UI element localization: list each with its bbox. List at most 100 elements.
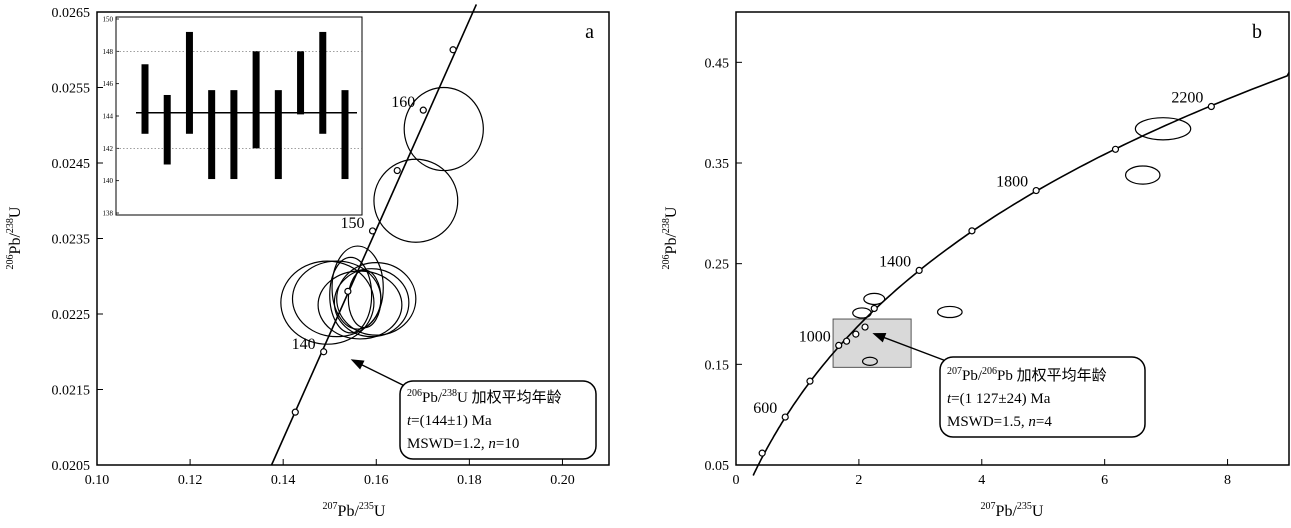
panel-b-concordia-age-label: 1400 <box>879 253 911 270</box>
panel-b-concordia-age-label: 600 <box>753 400 777 417</box>
panel-a-ann-t: t <box>407 413 412 429</box>
panel-a-concordia-age-label: 140 <box>292 336 316 353</box>
inset-y-ticks: 138 140 142 144 146 148 150 <box>103 16 119 218</box>
panel-a-concordia-marker <box>368 227 377 235</box>
panel-b-y-tick-label: 0.35 <box>705 157 730 172</box>
panel-a-concordia-age-markers: 140 150 160 <box>291 46 457 416</box>
panel-a-x-ticks: 0.10 0.12 0.14 0.16 0.18 0.20 <box>85 459 575 488</box>
panel-b-ylabel-sup1: 206 <box>661 254 672 269</box>
panel-b-concordia-marker <box>842 337 851 345</box>
panel-b-ann-t: t <box>947 391 952 407</box>
panel-b-error-ellipse <box>936 305 963 319</box>
panel-a-concordia-marker <box>344 287 352 295</box>
panel-b-xlabel-base1: Pb/ <box>996 503 1018 520</box>
inset-y-tick-label: 150 <box>103 16 114 24</box>
panel-b-concordia-age-label: 1800 <box>996 174 1028 191</box>
panel-a-ylabel-base1: Pb/ <box>7 233 24 255</box>
panel-b-x-ticks: 0 2 4 6 8 <box>733 459 1231 488</box>
panel-b-ann-base1: Pb/ <box>962 368 983 384</box>
panel-a-error-ellipse <box>331 245 384 330</box>
inset-y-tick-label: 146 <box>103 80 114 88</box>
panel-b-ann-n-value: =4 <box>1036 414 1052 430</box>
panel-b-ann-age: =(1 127±24) Ma <box>951 391 1051 407</box>
panel-a-error-ellipse <box>403 86 484 172</box>
panel-b-concordia-marker <box>1207 102 1215 111</box>
panel-a-x-axis-label: 207Pb/235U <box>323 501 386 520</box>
inset-y-tick-label: 148 <box>103 48 114 56</box>
panel-a-ann-base1: Pb/ <box>422 390 443 406</box>
panel-a-x-tick-label: 0.20 <box>550 473 575 488</box>
panel-b-concordia-marker <box>835 341 843 350</box>
panel-b-frame <box>735 11 1290 466</box>
panel-a-ann-sup1: 206 <box>407 388 422 399</box>
panel-a-y-tick-label: 0.0225 <box>52 308 91 323</box>
panel-a-error-ellipses <box>280 86 484 345</box>
panel-b-callout-line3: MSWD=1.5, n=4 <box>947 414 1052 430</box>
panel-b-x-tick-label: 0 <box>733 473 740 488</box>
panel-b-ann-sup1: 207 <box>947 366 962 377</box>
panel-a-error-ellipse <box>329 256 373 334</box>
panel-b-concordia-marker <box>758 449 766 457</box>
panel-a-x-tick-label: 0.12 <box>178 473 203 488</box>
panel-b-concordia-marker <box>1111 145 1120 153</box>
inset-age-bar <box>297 51 305 115</box>
panel-a-ylabel-sup2: 238 <box>5 218 16 233</box>
panel-a-ylabel-base2: U <box>7 206 24 218</box>
inset-age-bar <box>185 31 193 134</box>
panel-b-concordia-marker <box>806 377 814 385</box>
panel-b-concordia-marker <box>781 413 789 421</box>
panel-a-error-ellipse <box>333 268 410 338</box>
panel-a-y-tick-label: 0.0245 <box>52 157 91 172</box>
panel-b-xlabel-base2: U <box>1032 503 1044 520</box>
panel-b-concordia-marker <box>861 323 869 331</box>
panel-a-x-tick-label: 0.14 <box>271 473 296 488</box>
panel-a-concordia-marker <box>419 106 427 114</box>
panel-b-error-ellipse <box>863 292 886 306</box>
panel-a-concordia-marker <box>320 348 328 356</box>
panel-a-y-tick-label: 0.0265 <box>52 6 91 21</box>
panel-b-error-ellipse <box>861 356 878 366</box>
panel-b-y-tick-label: 0.45 <box>705 56 730 71</box>
panel-a-xlabel-sup2: 235 <box>359 501 374 512</box>
panel-a-y-tick-label: 0.0205 <box>52 459 91 474</box>
panel-a-xlabel-sup1: 207 <box>323 501 338 512</box>
panel-b-ylabel-sup2: 238 <box>661 218 672 233</box>
panel-b-concordia-marker <box>915 266 923 275</box>
panel-a-xlabel-base2: U <box>374 503 386 520</box>
panel-b-x-tick-label: 8 <box>1224 473 1231 488</box>
panel-b-x-axis-label: 207Pb/235U <box>981 501 1044 520</box>
panel-b-callout-line2: t=(1 127±24) Ma <box>947 391 1051 407</box>
inset-reference-lines <box>116 50 362 149</box>
inset-age-bar <box>274 90 282 180</box>
inset-age-bar <box>163 94 171 165</box>
panel-b-callout-box <box>939 356 1146 438</box>
inset-y-tick-label: 142 <box>103 145 114 153</box>
panel-a-error-ellipse <box>373 158 459 243</box>
panel-a-concordia-marker <box>291 408 299 416</box>
panel-b-y-tick-label: 0.05 <box>705 459 730 474</box>
inset-age-bar <box>252 51 260 149</box>
panel-a-callout-line2: t=(144±1) Ma <box>407 413 492 429</box>
panel-b-x-tick-label: 4 <box>978 473 985 488</box>
panel-a-concordia-marker <box>449 46 457 54</box>
inset-age-bar <box>230 90 238 180</box>
panel-b-concordia-marker <box>1032 186 1040 195</box>
panel-b-ann-mswd: MSWD=1.5, <box>947 414 1028 430</box>
panel-b-xlabel-sup1: 207 <box>981 501 996 512</box>
panel-b-concordia-age-label: 2200 <box>1171 90 1203 107</box>
panel-b-arrowhead-icon <box>872 333 887 343</box>
panel-b-ylabel-base1: Pb/ <box>663 233 680 255</box>
panel-a-ann-age: =(144±1) Ma <box>411 413 492 429</box>
panel-b-y-tick-label: 0.25 <box>705 258 730 273</box>
panel-a-x-tick-label: 0.10 <box>85 473 110 488</box>
panel-a-callout-box <box>399 380 597 460</box>
panel-a-ann-sup2: 238 <box>442 388 457 399</box>
panel-b-callout-line1: 207Pb/206Pb 加权平均年龄 <box>947 366 1107 384</box>
panel-b-ylabel-base2: U <box>663 206 680 218</box>
panel-b-letter: b <box>1252 21 1262 43</box>
panel-b-ann-sup2: 206 <box>982 366 997 377</box>
panel-b-x-tick-label: 2 <box>855 473 862 488</box>
panel-a-concordia-age-label: 150 <box>341 215 365 232</box>
panel-b-ann-n-symbol: n <box>1028 414 1036 430</box>
